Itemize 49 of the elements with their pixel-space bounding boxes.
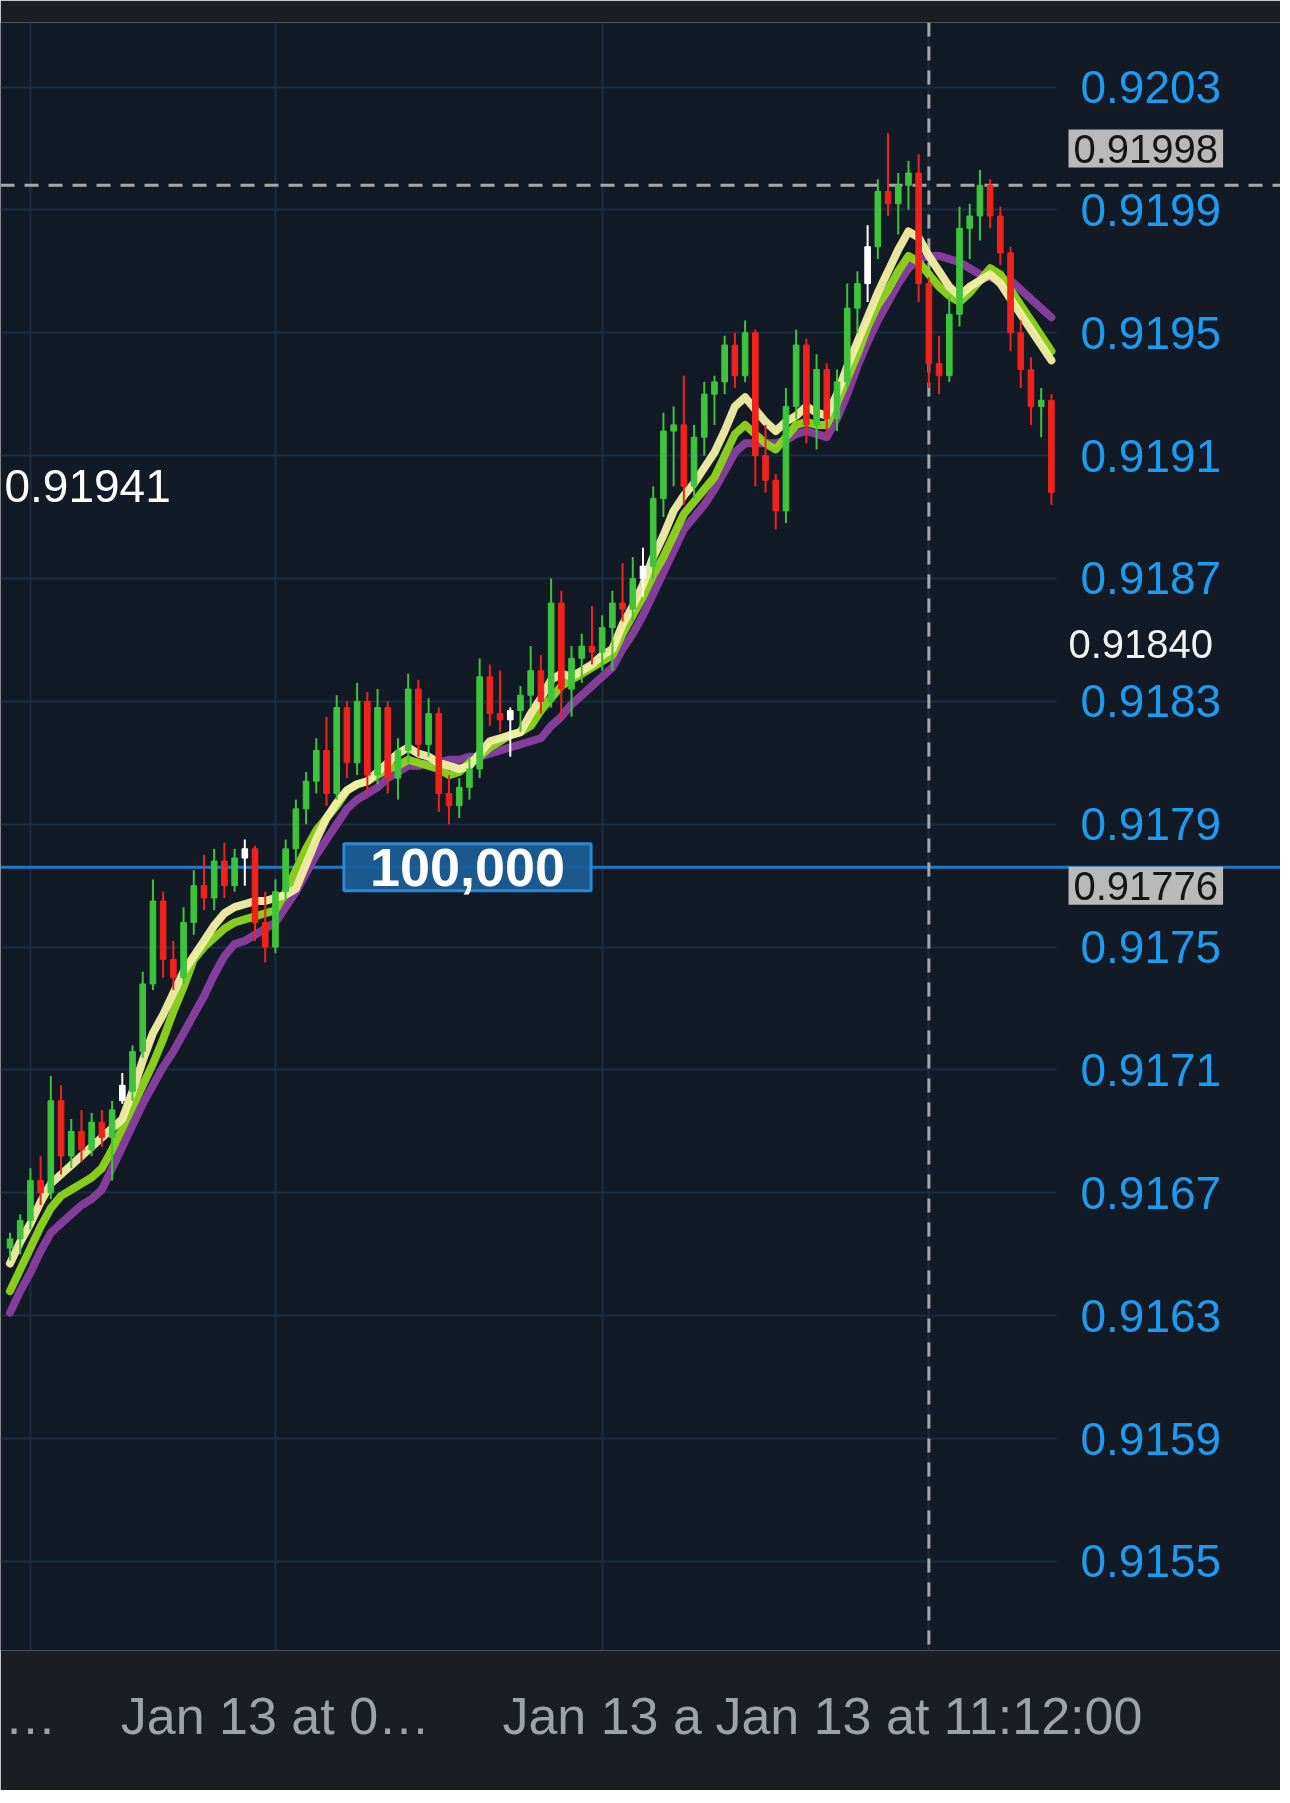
- candlestick: [619, 562, 626, 623]
- ref-line-label: 0.91776: [1073, 863, 1219, 908]
- text: 0.91840: [1068, 622, 1214, 667]
- candlestick: [16, 1213, 24, 1256]
- candlestick: [905, 159, 912, 211]
- candlestick: [670, 405, 677, 488]
- y-tick-label: 0.9167: [1080, 1166, 1222, 1219]
- candlestick: [98, 1108, 106, 1148]
- candlestick: [78, 1108, 85, 1164]
- x-tick-label: Jan 13 a: [502, 1686, 702, 1745]
- y-tick-label: 0.9191: [1080, 429, 1222, 482]
- annotation: 0.91941: [4, 460, 171, 513]
- candlestick: [1037, 387, 1045, 439]
- candlestick: [506, 706, 514, 758]
- y-tick-label: 0.9183: [1080, 675, 1222, 728]
- y-tick-label: 0.9163: [1080, 1289, 1222, 1342]
- candlestick: [466, 755, 473, 801]
- y-tick-label: 0.9187: [1080, 552, 1222, 605]
- y-tick-label: 0.9155: [1080, 1535, 1222, 1588]
- candlestick: [894, 172, 902, 236]
- candlestick: [517, 684, 524, 734]
- candlestick: [588, 605, 596, 666]
- y-tick-label: 0.9195: [1080, 306, 1222, 359]
- x-tick-label: Jan 13 at 0…: [120, 1686, 431, 1745]
- candlestick: [711, 374, 718, 426]
- x-tick-label: …: [4, 1686, 57, 1745]
- ref-line-label: 0.91998: [1073, 126, 1219, 171]
- candlestick: [884, 132, 892, 218]
- candlestick: [445, 774, 453, 826]
- candlestick: [966, 202, 974, 261]
- candlestick: [119, 1072, 126, 1105]
- candlestick: [496, 669, 504, 734]
- y-tick-label: 0.9175: [1080, 921, 1222, 974]
- candlestick: [578, 632, 586, 684]
- candlestick: [455, 777, 463, 820]
- candlestick: [170, 939, 177, 992]
- candlestick: [6, 1231, 14, 1262]
- y-tick-label: 0.9199: [1080, 183, 1222, 236]
- candlestick: [37, 1154, 44, 1207]
- candlestick: [241, 838, 249, 887]
- candlestick: [200, 853, 208, 912]
- candlestick: [639, 546, 647, 598]
- y-tick-label: 0.9171: [1080, 1043, 1222, 1096]
- y-tick-label: 0.9203: [1080, 61, 1222, 114]
- candlestick: [935, 334, 943, 396]
- y-tick-label: 0.9179: [1080, 798, 1222, 851]
- y-tick-label: 0.9159: [1080, 1412, 1222, 1465]
- x-tick-label: Jan 13 at 11:12:00: [715, 1686, 1143, 1745]
- annotation: 100,000: [369, 836, 566, 897]
